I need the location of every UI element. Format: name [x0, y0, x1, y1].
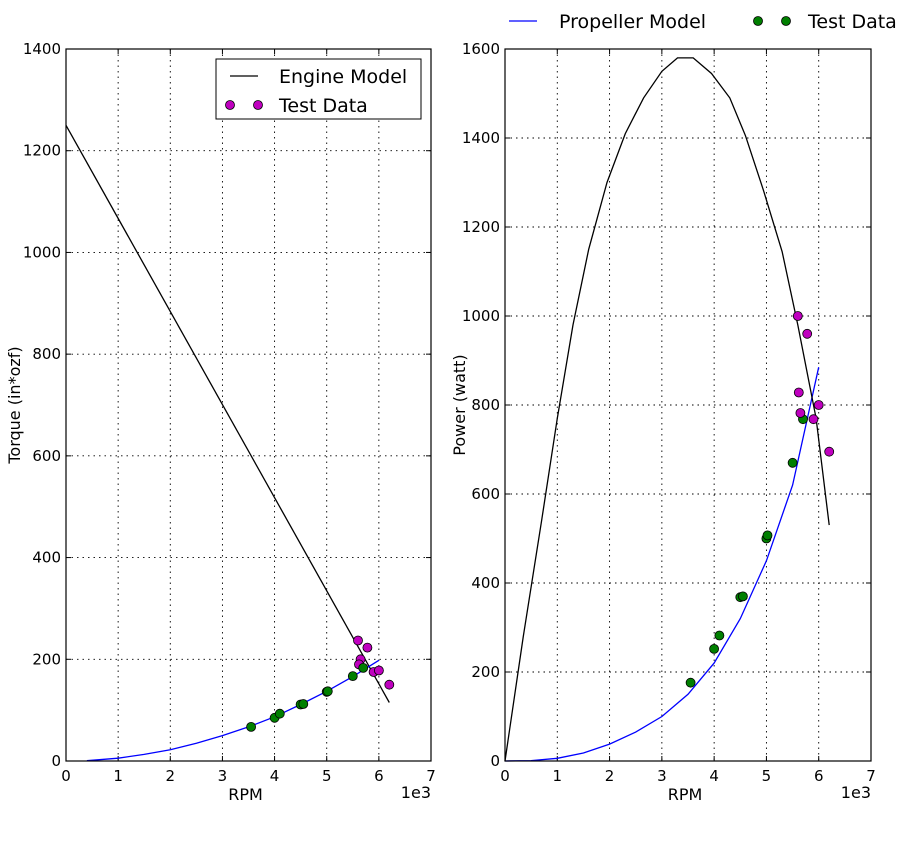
data-point [808, 414, 819, 425]
data-point [373, 665, 384, 676]
data-point [322, 686, 333, 697]
data-point [795, 408, 806, 418]
x-tick-label: 2 [605, 767, 615, 785]
x-tick-label: 7 [866, 767, 876, 785]
series-4-points [246, 663, 369, 732]
x-multiplier-label: 1e3 [841, 783, 871, 802]
y-tick-label: 1400 [23, 40, 61, 58]
x-tick-label: 3 [218, 767, 228, 785]
legend-swatch [753, 16, 763, 26]
x-axis-label: RPM [668, 785, 703, 804]
data-point [384, 679, 395, 690]
x-tick-label: 4 [270, 767, 280, 785]
y-tick-label: 200 [471, 663, 500, 681]
legend-label: Propeller Model [559, 11, 706, 33]
plot-frame [65, 48, 432, 762]
y-tick-label: 1600 [462, 40, 500, 58]
plot-2: 0 1 2 3 4 5 6 7 0 200 400 600 800 1000 1200 1400 1600 RPM… [450, 11, 897, 804]
series-3-line [504, 57, 830, 762]
legend-label: Test Data [807, 11, 897, 33]
test-data-points [353, 635, 395, 690]
plot-1: 0 1 2 3 4 5 6 7 0 200 400 600 800 1000 1200 1400 RPM Torq… [5, 40, 436, 804]
y-axis-label: Torque (in*ozf) [5, 346, 24, 464]
x-tick-label: 1 [553, 767, 563, 785]
legend-label: Engine Model [279, 66, 407, 88]
y-tick-label: 0 [490, 752, 500, 770]
series-4-points [792, 311, 835, 457]
grid-lines [505, 49, 871, 761]
x-tick-label: 5 [762, 767, 772, 785]
propeller-model-line [504, 367, 820, 762]
x-multiplier-label: 1e3 [401, 783, 431, 802]
data-point [787, 457, 798, 468]
data-point [714, 630, 725, 641]
data-point [793, 387, 804, 398]
y-tick-label: 600 [32, 447, 61, 465]
x-tick-label: 6 [374, 767, 384, 785]
data-point [709, 644, 719, 654]
x-tick-label: 6 [814, 767, 824, 785]
legend-box [215, 58, 422, 120]
data-point [362, 642, 373, 653]
y-tick-label: 0 [51, 752, 61, 770]
legend-swatch [225, 100, 235, 110]
y-axis-label: Power (watt) [450, 354, 469, 455]
x-tick-label: 3 [657, 767, 667, 785]
data-point [347, 671, 358, 681]
x-axis-label: RPM [228, 785, 263, 804]
x-tick-label: 4 [709, 767, 719, 785]
data-point [792, 311, 803, 321]
x-tick-label: 1 [113, 767, 123, 785]
plot-frame [504, 48, 872, 762]
y-tick-label: 200 [32, 650, 61, 668]
legend-label: Test Data [278, 95, 368, 117]
y-tick-label: 800 [32, 345, 61, 363]
data-point [685, 677, 696, 688]
x-tick-label: 0 [500, 767, 510, 785]
y-tick-label: 1000 [23, 243, 61, 261]
y-tick-label: 400 [32, 549, 61, 567]
data-point [738, 591, 748, 602]
tick-marks [65, 48, 432, 762]
series-3-line [86, 659, 380, 762]
x-tick-label: 5 [322, 767, 332, 785]
x-tick-label: 0 [61, 767, 71, 785]
legend-swatch [781, 16, 791, 26]
y-tick-label: 400 [471, 574, 500, 592]
data-point [813, 400, 824, 410]
data-point [802, 328, 813, 339]
data-point [762, 530, 773, 541]
data-point [274, 708, 285, 719]
y-tick-label: 1200 [462, 218, 500, 236]
y-tick-label: 1000 [462, 307, 500, 325]
y-tick-label: 800 [471, 396, 500, 414]
data-point [246, 722, 257, 732]
data-point [358, 663, 369, 673]
grid-lines [66, 49, 431, 761]
data-point [824, 446, 835, 457]
test-data-points [685, 414, 808, 688]
legend: Engine Model Test Data [215, 58, 422, 120]
x-tick-label: 2 [166, 767, 176, 785]
x-tick-label: 7 [426, 767, 436, 785]
legend-swatch [253, 100, 263, 110]
legend: Propeller Model Test Data [509, 11, 897, 33]
y-tick-label: 600 [471, 485, 500, 503]
y-tick-label: 1200 [23, 142, 61, 160]
y-tick-label: 1400 [462, 129, 500, 147]
data-point [353, 635, 363, 646]
engine-model-line [65, 124, 390, 703]
data-point [298, 699, 309, 709]
